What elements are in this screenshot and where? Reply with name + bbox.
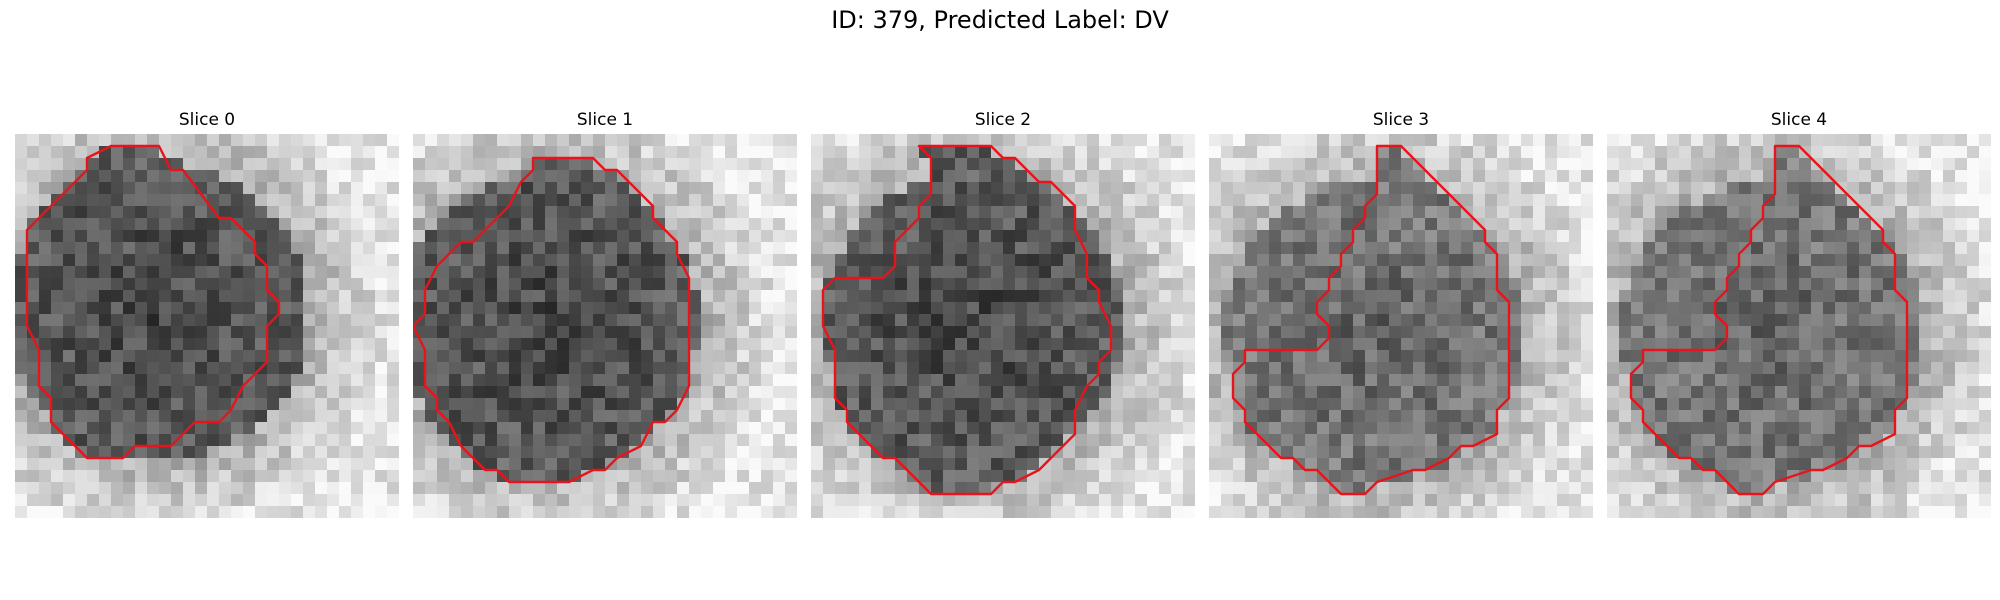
segmentation-contour (1231, 144, 1511, 496)
slice-panel-1: Slice 1 (413, 108, 797, 518)
slice-title-4: Slice 4 (1770, 110, 1828, 130)
slice-panel-0: Slice 0 (15, 108, 399, 518)
slice-title-3: Slice 3 (1372, 110, 1430, 130)
segmentation-contour (1629, 144, 1909, 496)
slice-pixels (811, 134, 1195, 518)
slice-pixels (15, 134, 399, 518)
slice-image-2 (811, 134, 1195, 518)
slice-panel-2: Slice 2 (811, 108, 1195, 518)
slice-image-1 (413, 134, 797, 518)
figure-title: ID: 379, Predicted Label: DV (831, 6, 1169, 34)
slice-image-0 (15, 134, 399, 518)
slice-title-0: Slice 0 (178, 110, 236, 130)
slice-title-1: Slice 1 (576, 110, 634, 130)
slice-image-3 (1209, 134, 1593, 518)
slice-title-2: Slice 2 (974, 110, 1032, 130)
slice-pixels (1607, 134, 1991, 518)
segmentation-contour (413, 156, 691, 484)
segmentation-contour (25, 144, 281, 460)
slice-panel-4: Slice 4 (1607, 108, 1991, 518)
slice-pixels (413, 134, 797, 518)
slice-pixels (1209, 134, 1593, 518)
slice-panel-3: Slice 3 (1209, 108, 1593, 518)
slice-image-4 (1607, 134, 1991, 518)
segmentation-contour (821, 144, 1113, 496)
